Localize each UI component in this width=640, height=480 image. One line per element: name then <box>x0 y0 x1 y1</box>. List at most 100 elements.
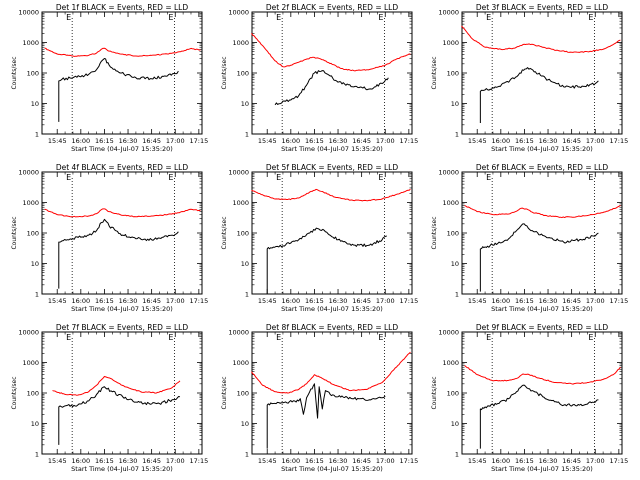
y-tick-label: 10 <box>241 100 249 108</box>
chart-panel-3: Det 3f BLACK = Events, RED = LLD 1 10 100 10… <box>431 3 628 153</box>
y-tick-label: 1000 <box>442 39 459 47</box>
x-tick-label: 15:45 <box>258 297 277 305</box>
y-tick-label: 100 <box>27 230 39 238</box>
y-tick-label: 10 <box>241 260 249 268</box>
y-tick-label: 100 <box>237 390 249 398</box>
y-tick-label: 1000 <box>232 199 249 207</box>
y-tick-label: 10 <box>451 100 459 108</box>
x-tick-label: 17:00 <box>586 297 605 305</box>
x-tick-label: 16:30 <box>329 457 348 465</box>
y-tick-label: 1 <box>455 451 459 459</box>
x-tick-label: 16:15 <box>305 297 324 305</box>
y-tick-label: 10 <box>451 260 459 268</box>
y-tick-label: 1 <box>455 291 459 299</box>
y-tick-label: 10000 <box>228 9 249 17</box>
y-axis-label: Counts/sec <box>431 216 438 249</box>
interval-mark-right: E <box>588 173 593 182</box>
lld-series-line <box>251 351 411 394</box>
y-axis-label: Counts/sec <box>11 376 18 409</box>
x-axis-label: Start Time (04-Jul-07 15:35:20) <box>71 305 173 313</box>
x-tick-label: 17:00 <box>166 297 185 305</box>
y-tick-label: 10000 <box>18 169 39 177</box>
chart-panel-4: Det 4f BLACK = Events, RED = LLD 1 10 100 10… <box>11 163 208 313</box>
y-axis-label: Counts/sec <box>221 376 228 409</box>
x-tick-label: 17:15 <box>399 457 418 465</box>
x-tick-label: 15:45 <box>48 137 67 145</box>
x-tick-label: 16:45 <box>352 297 371 305</box>
interval-mark-left: E <box>486 173 491 182</box>
x-tick-label: 17:00 <box>376 137 395 145</box>
x-tick-label: 16:45 <box>562 297 581 305</box>
chart-panel-2: Det 2f BLACK = Events, RED = LLD 1 10 100 10… <box>221 3 418 153</box>
events-series-line <box>479 223 599 292</box>
y-tick-label: 10 <box>241 420 249 428</box>
chart-title: Det 4f BLACK = Events, RED = LLD <box>56 163 189 172</box>
x-tick-label: 17:00 <box>586 457 605 465</box>
chart-panel-8: Det 8f BLACK = Events, RED = LLD 1 10 100 10… <box>221 323 418 473</box>
interval-mark-left: E <box>276 333 281 342</box>
interval-mark-right: E <box>378 173 383 182</box>
x-tick-label: 16:00 <box>71 137 90 145</box>
x-tick-label: 17:15 <box>399 297 418 305</box>
x-tick-label: 16:00 <box>491 297 510 305</box>
y-axis-label: Counts/sec <box>221 216 228 249</box>
x-tick-label: 15:45 <box>468 457 487 465</box>
y-tick-label: 1 <box>245 131 249 139</box>
events-series-line <box>479 67 599 123</box>
y-tick-label: 10000 <box>438 169 459 177</box>
lld-series-line <box>44 47 201 57</box>
chart-title: Det 5f BLACK = Events, RED = LLD <box>266 163 399 172</box>
x-tick-label: 17:00 <box>376 457 395 465</box>
x-tick-label: 16:45 <box>562 457 581 465</box>
x-tick-label: 16:45 <box>352 457 371 465</box>
events-series-line <box>479 384 599 449</box>
x-axis-label: Start Time (04-Jul-07 15:35:20) <box>281 145 383 153</box>
x-tick-label: 15:45 <box>258 457 277 465</box>
plot-frame <box>461 11 623 135</box>
chart-title: Det 3f BLACK = Events, RED = LLD <box>476 3 609 12</box>
plot-frame <box>41 331 203 455</box>
y-tick-label: 1000 <box>442 359 459 367</box>
chart-panel-1: Det 1f BLACK = Events, RED = LLD 1 10 100 10… <box>11 3 208 153</box>
x-axis-label: Start Time (04-Jul-07 15:35:20) <box>491 305 593 313</box>
x-tick-label: 16:45 <box>352 137 371 145</box>
y-tick-label: 10000 <box>18 329 39 337</box>
y-tick-label: 1 <box>245 291 249 299</box>
plot-frame <box>251 11 413 135</box>
events-series-line <box>58 386 181 445</box>
x-tick-label: 16:00 <box>491 137 510 145</box>
lld-series-line <box>52 375 181 396</box>
x-tick-label: 16:00 <box>491 457 510 465</box>
x-tick-label: 16:00 <box>281 137 300 145</box>
lld-series-line <box>44 208 201 218</box>
x-tick-label: 16:15 <box>95 457 114 465</box>
chart-title: Det 8f BLACK = Events, RED = LLD <box>266 323 399 332</box>
lld-series-line <box>251 33 411 72</box>
x-tick-label: 16:15 <box>305 457 324 465</box>
y-tick-label: 10000 <box>228 329 249 337</box>
interval-mark-left: E <box>66 333 71 342</box>
chart-panel-6: Det 6f BLACK = Events, RED = LLD 1 10 100 10… <box>431 163 628 313</box>
x-tick-label: 15:45 <box>468 137 487 145</box>
y-tick-label: 1 <box>245 451 249 459</box>
y-axis-label: Counts/sec <box>11 216 18 249</box>
y-tick-label: 10 <box>31 100 39 108</box>
plot-frame <box>41 171 203 295</box>
x-tick-label: 15:45 <box>48 297 67 305</box>
interval-mark-left: E <box>486 13 491 22</box>
events-series-line <box>58 57 179 122</box>
interval-mark-right: E <box>378 333 383 342</box>
y-tick-label: 1000 <box>442 199 459 207</box>
x-tick-label: 16:15 <box>515 137 534 145</box>
x-tick-label: 16:30 <box>539 457 558 465</box>
interval-mark-left: E <box>276 173 281 182</box>
events-series-line <box>266 383 386 449</box>
y-tick-label: 1000 <box>22 199 39 207</box>
x-tick-label: 17:15 <box>399 137 418 145</box>
y-tick-label: 10 <box>31 260 39 268</box>
interval-mark-right: E <box>588 13 593 22</box>
x-axis-label: Start Time (04-Jul-07 15:35:20) <box>491 145 593 153</box>
interval-mark-left: E <box>66 13 71 22</box>
y-tick-label: 10 <box>31 420 39 428</box>
y-tick-label: 1000 <box>22 359 39 367</box>
